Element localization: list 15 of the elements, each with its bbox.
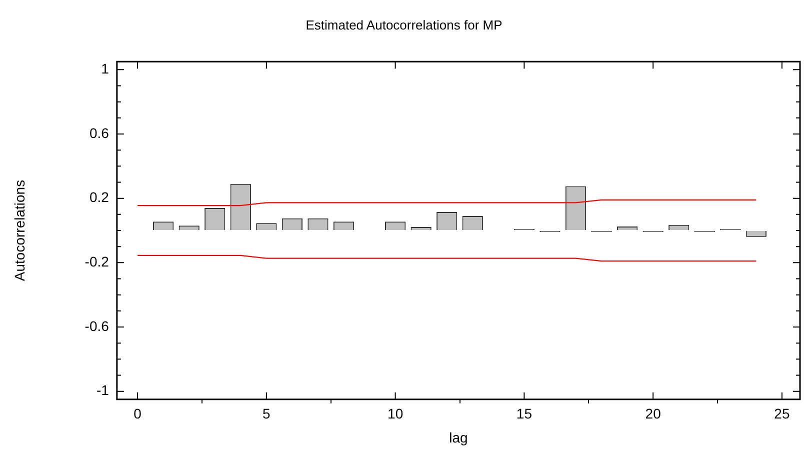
chart-title: Estimated Autocorrelations for MP	[306, 17, 502, 32]
y-tick-label: 0.2	[89, 189, 110, 206]
x-tick-label: 10	[388, 406, 404, 422]
x-tick-label: 5	[262, 406, 271, 422]
y-tick-label: -0.2	[84, 254, 110, 270]
x-tick-label: 15	[516, 406, 532, 422]
y-tick-label: -0.6	[84, 318, 110, 334]
x-axis-title: lag	[449, 429, 468, 446]
y-axis-title: Autocorrelations	[11, 180, 28, 282]
y-tick-label: 1	[101, 60, 110, 76]
x-tick-label: 0	[134, 406, 142, 422]
x-tick-label: 25	[774, 406, 790, 422]
y-tick-label: -1	[96, 382, 110, 398]
x-tick-label: 20	[645, 406, 662, 422]
y-tick-label: 0.6	[89, 124, 110, 141]
